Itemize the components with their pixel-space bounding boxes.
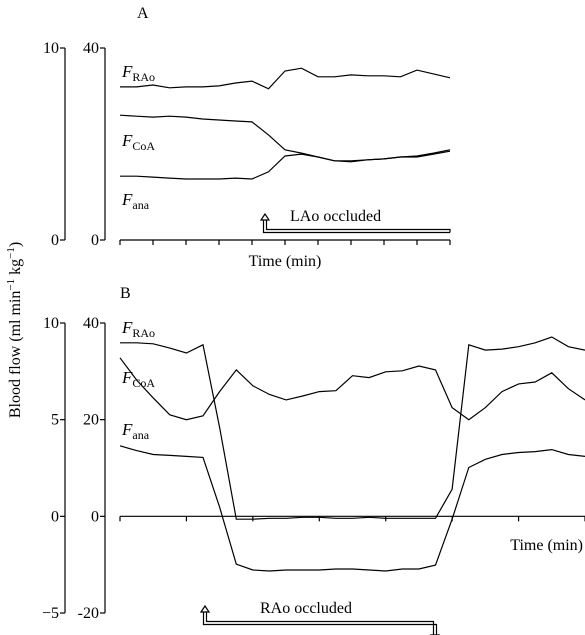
annotation: RAo occluded (260, 600, 352, 617)
superscript: −1 (5, 279, 17, 291)
annotation-bracket (262, 220, 451, 234)
series-line (120, 149, 451, 180)
y2-tick-label: −5 (42, 605, 59, 622)
y-tick-label: 20 (83, 412, 99, 429)
series-label: FRAo (121, 318, 155, 340)
series-line (120, 336, 585, 520)
series-label-subscript: CoA (132, 139, 155, 153)
series-label-subscript: RAo (132, 70, 155, 84)
annotation-arrowhead (259, 212, 271, 221)
y-tick-label: 0 (91, 232, 99, 249)
y2-tick-label: 10 (43, 40, 59, 57)
annotation-arrowhead (199, 604, 211, 613)
y2-tick-label: 10 (43, 315, 59, 332)
series-label-subscript: ana (132, 198, 149, 212)
series-line (120, 67, 451, 90)
series-label-subscript: RAo (132, 326, 155, 340)
x-axis-title: Time (min) (510, 537, 583, 554)
panel-label: A (137, 5, 149, 22)
series-label: FRAo (121, 62, 155, 84)
label-part: kg (7, 259, 24, 279)
y-tick-label: -20 (78, 605, 99, 622)
series-label-symbol: F (121, 131, 133, 150)
superscript: −1 (5, 247, 17, 259)
series-label: Fana (121, 420, 150, 442)
y2-tick-label: 0 (51, 232, 59, 249)
annotation: LAo occluded (290, 208, 381, 225)
y2-tick-label: 0 (51, 508, 59, 525)
series-label-symbol: F (121, 318, 133, 337)
series-label-subscript: ana (132, 428, 149, 442)
series-line (119, 114, 451, 162)
y2-tick-label: 5 (51, 412, 59, 429)
series-label-symbol: F (121, 420, 133, 439)
panel-label: B (120, 285, 131, 302)
y-tick-label: 40 (83, 315, 99, 332)
x-axis-title: Time (min) (249, 253, 322, 270)
series-label: FCoA (121, 131, 155, 153)
series-label: Fana (121, 190, 150, 212)
series-label: FCoA (121, 368, 155, 390)
y-tick-label: 0 (91, 508, 99, 525)
label-part: ) (7, 242, 24, 247)
y-tick-label: 40 (83, 40, 99, 57)
series-line (119, 445, 585, 572)
annotation-bracket (202, 612, 438, 635)
label-part: Blood flow (ml min (7, 291, 24, 419)
series-label-symbol: F (121, 368, 133, 387)
series-label-subscript: CoA (132, 376, 155, 390)
series-label-symbol: F (121, 62, 133, 81)
series-line (119, 357, 585, 421)
y-axis-title: Blood flow (ml min−1 kg−1) (5, 242, 24, 418)
series-label-symbol: F (121, 190, 133, 209)
